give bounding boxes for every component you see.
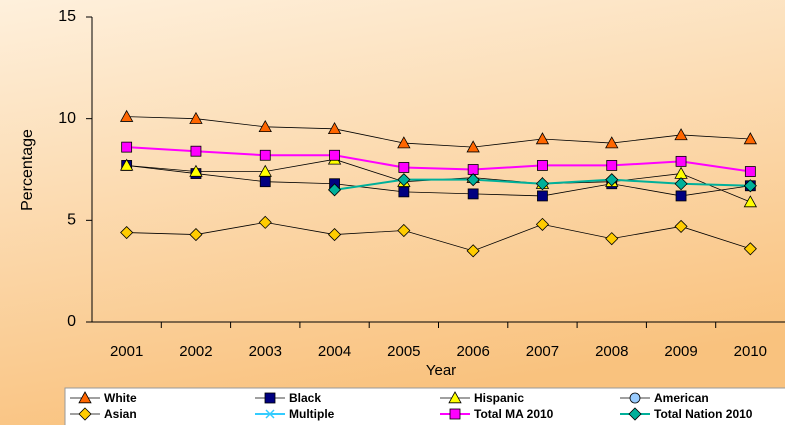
y-axis-label: Percentage	[19, 129, 36, 211]
x-tick-label: 2009	[664, 343, 697, 360]
data-point	[397, 223, 411, 238]
data-point	[327, 183, 342, 197]
y-tick-label: 0	[67, 313, 76, 330]
legend-label: Asian	[104, 407, 137, 421]
data-point	[606, 160, 618, 171]
x-tick-label: 2004	[318, 343, 351, 360]
legend-label: Hispanic	[474, 391, 524, 405]
data-point	[398, 162, 410, 173]
legend-marker	[448, 391, 462, 404]
data-point	[743, 195, 758, 208]
legend-marker	[78, 391, 92, 404]
data-point	[466, 140, 480, 153]
legend-label: Black	[289, 391, 321, 405]
x-tick-label: 2007	[526, 343, 559, 360]
data-point	[189, 164, 203, 177]
series-line	[126, 221, 751, 252]
data-point	[466, 244, 480, 258]
data-point	[675, 155, 687, 167]
x-tick-label: 2002	[179, 343, 212, 360]
data-point	[258, 215, 272, 229]
legend-marker	[629, 392, 641, 404]
data-point	[121, 141, 133, 153]
x-axis-label: Year	[426, 362, 456, 379]
data-point	[537, 190, 548, 202]
data-point	[535, 217, 550, 231]
data-point	[743, 132, 758, 145]
legend-marker	[628, 407, 642, 421]
data-point	[675, 190, 687, 202]
x-tick-label: 2001	[110, 343, 143, 360]
data-point	[535, 177, 550, 191]
data-point	[605, 136, 619, 149]
data-point	[189, 111, 203, 124]
data-point	[674, 219, 688, 233]
data-point	[397, 173, 411, 187]
data-point	[119, 158, 134, 171]
legend-marker	[78, 407, 92, 421]
data-point	[743, 242, 757, 256]
data-point	[397, 136, 411, 149]
series-line	[126, 116, 751, 148]
data-point	[744, 166, 756, 177]
legend-label: Multiple	[289, 407, 335, 421]
series-line	[126, 165, 751, 197]
legend-label: American	[654, 391, 709, 405]
x-tick-label: 2008	[595, 343, 628, 360]
legend-marker	[449, 408, 461, 420]
x-tick-label: 2006	[456, 343, 489, 360]
data-point	[605, 173, 619, 187]
data-point	[327, 122, 342, 135]
x-tick-label: 2010	[734, 343, 767, 360]
data-point	[119, 109, 134, 122]
data-point	[327, 228, 342, 242]
data-point	[259, 149, 271, 161]
y-tick-label: 10	[58, 110, 76, 127]
data-point	[259, 176, 271, 188]
data-point	[674, 128, 688, 141]
data-point	[467, 188, 479, 200]
x-tick-label: 2005	[387, 343, 420, 360]
x-tick-label: 2003	[249, 343, 282, 360]
data-point	[258, 164, 272, 177]
data-point	[189, 228, 203, 242]
series-line	[126, 146, 751, 173]
data-point	[329, 149, 340, 161]
legend-marker	[264, 392, 276, 404]
data-point	[120, 225, 134, 240]
data-point	[605, 232, 619, 246]
data-point	[190, 145, 202, 157]
data-point	[537, 160, 548, 171]
y-tick-label: 15	[58, 8, 76, 25]
legend	[64, 387, 785, 425]
legend-label: White	[104, 391, 137, 405]
data-point	[467, 164, 479, 175]
legend-label: Total MA 2010	[474, 407, 554, 421]
data-point	[466, 173, 480, 187]
data-point	[258, 119, 272, 133]
data-point	[398, 186, 410, 198]
y-tick-label: 5	[67, 212, 76, 229]
legend-marker	[265, 409, 275, 419]
data-point	[674, 177, 688, 191]
legend-label: Total Nation 2010	[654, 407, 753, 421]
data-point	[743, 179, 757, 193]
data-point	[535, 132, 550, 145]
